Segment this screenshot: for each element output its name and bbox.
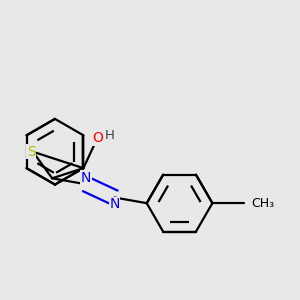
Text: N: N [81,171,91,185]
Text: N: N [109,197,120,212]
Text: H: H [105,129,115,142]
Text: S: S [27,145,35,159]
Text: CH₃: CH₃ [251,197,274,210]
Text: O: O [92,131,103,145]
